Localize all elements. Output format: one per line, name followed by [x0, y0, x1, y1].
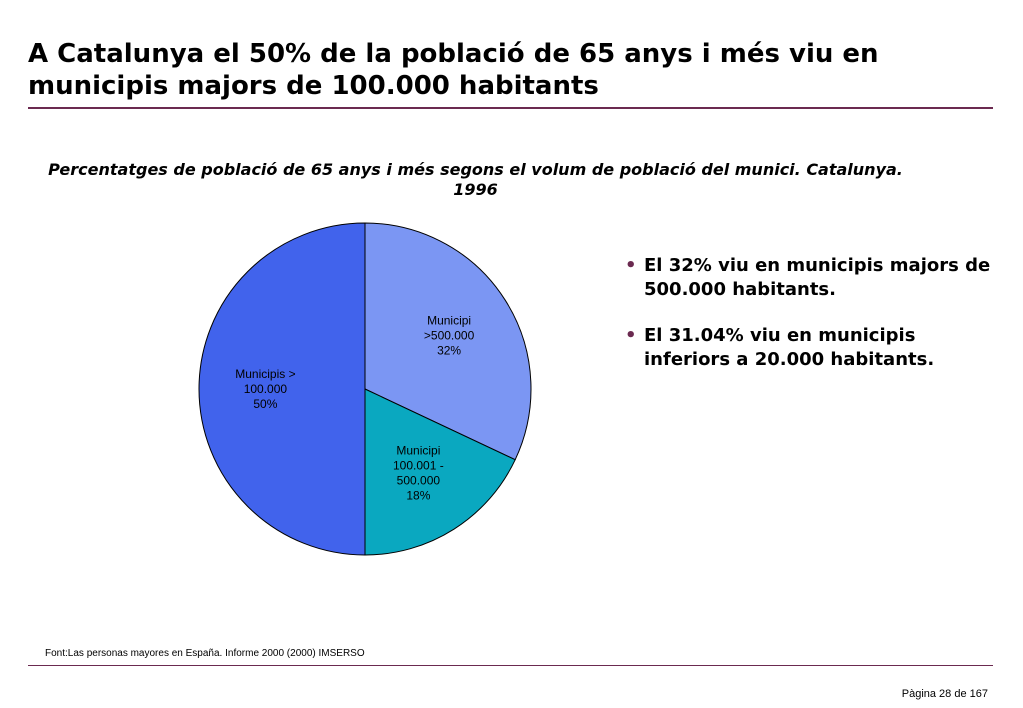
- pie-slice-municipis-100-000-50: [198, 222, 366, 556]
- pie-slice-label-line: 50%: [253, 397, 277, 411]
- pie-slice-label: Municipi 100.001 -500.000 18%: [393, 444, 444, 503]
- footer-divider: [28, 665, 993, 666]
- pie-slice-label-line: Municipi: [396, 444, 440, 458]
- key-point-text: El 32% viu en municipis majors de 500.00…: [644, 255, 991, 300]
- key-points-list: • El 32% viu en municipis majors de 500.…: [622, 254, 1002, 394]
- pie-slice-label-line: 500.000: [397, 474, 441, 488]
- pie-chart: Municipi >500.000 32%Municipi 100.001 -500.…: [198, 222, 532, 556]
- pie-slice-label: Municipis >100.000 50%: [235, 367, 295, 411]
- pie-slice-municipi-100-001-500-000-18: [364, 388, 516, 556]
- pie-slice-label-line: 32%: [437, 344, 461, 358]
- key-point-text: El 31.04% viu en municipis inferiors a 2…: [644, 325, 935, 370]
- chart-title: Percentatges de població de 65 anys i mé…: [48, 160, 903, 199]
- pie-slice-label-line: 100.001 -: [393, 459, 444, 473]
- pie-slice-label: Municipi >500.000 32%: [424, 314, 475, 358]
- pie-slice-label-line: Municipis >: [235, 367, 295, 381]
- key-point-item: • El 31.04% viu en municipis inferiors a…: [622, 324, 1002, 372]
- pie-slice-label-line: 100.000: [244, 382, 288, 396]
- pie-slice-label-line: Municipi: [427, 314, 471, 328]
- bullet-icon: •: [625, 255, 637, 276]
- source-note: Font:Las personas mayores en España. Inf…: [45, 648, 365, 659]
- pie-slice-label-line: 18%: [406, 489, 430, 503]
- page-number: Pàgina 28 de 167: [901, 688, 988, 700]
- pie-slice-label-line: >500.000: [424, 329, 475, 343]
- pie-slice-municipi-500-000-32: [364, 222, 532, 461]
- title-divider: [28, 107, 993, 109]
- slide-title: A Catalunya el 50% de la població de 65 …: [28, 39, 879, 101]
- bullet-icon: •: [625, 325, 637, 346]
- key-point-item: • El 32% viu en municipis majors de 500.…: [622, 254, 1002, 302]
